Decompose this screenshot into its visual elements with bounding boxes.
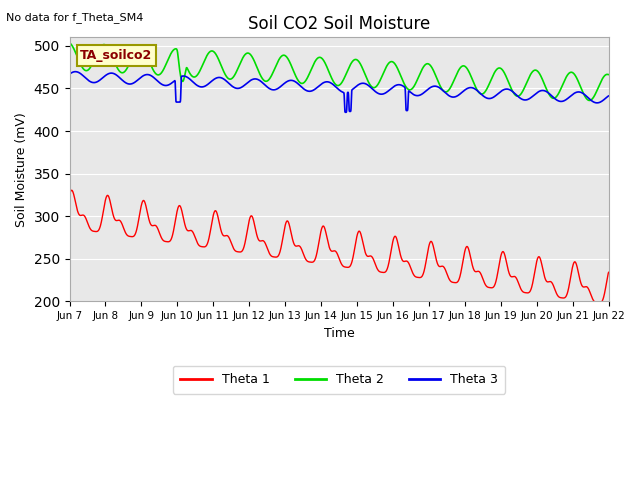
Title: Soil CO2 Soil Moisture: Soil CO2 Soil Moisture <box>248 15 430 33</box>
Y-axis label: Soil Moisture (mV): Soil Moisture (mV) <box>15 112 28 227</box>
Legend: Theta 1, Theta 2, Theta 3: Theta 1, Theta 2, Theta 3 <box>173 366 505 394</box>
Text: TA_soilco2: TA_soilco2 <box>80 49 152 62</box>
Text: No data for f_Theta_SM4: No data for f_Theta_SM4 <box>6 12 144 23</box>
X-axis label: Time: Time <box>324 327 355 340</box>
